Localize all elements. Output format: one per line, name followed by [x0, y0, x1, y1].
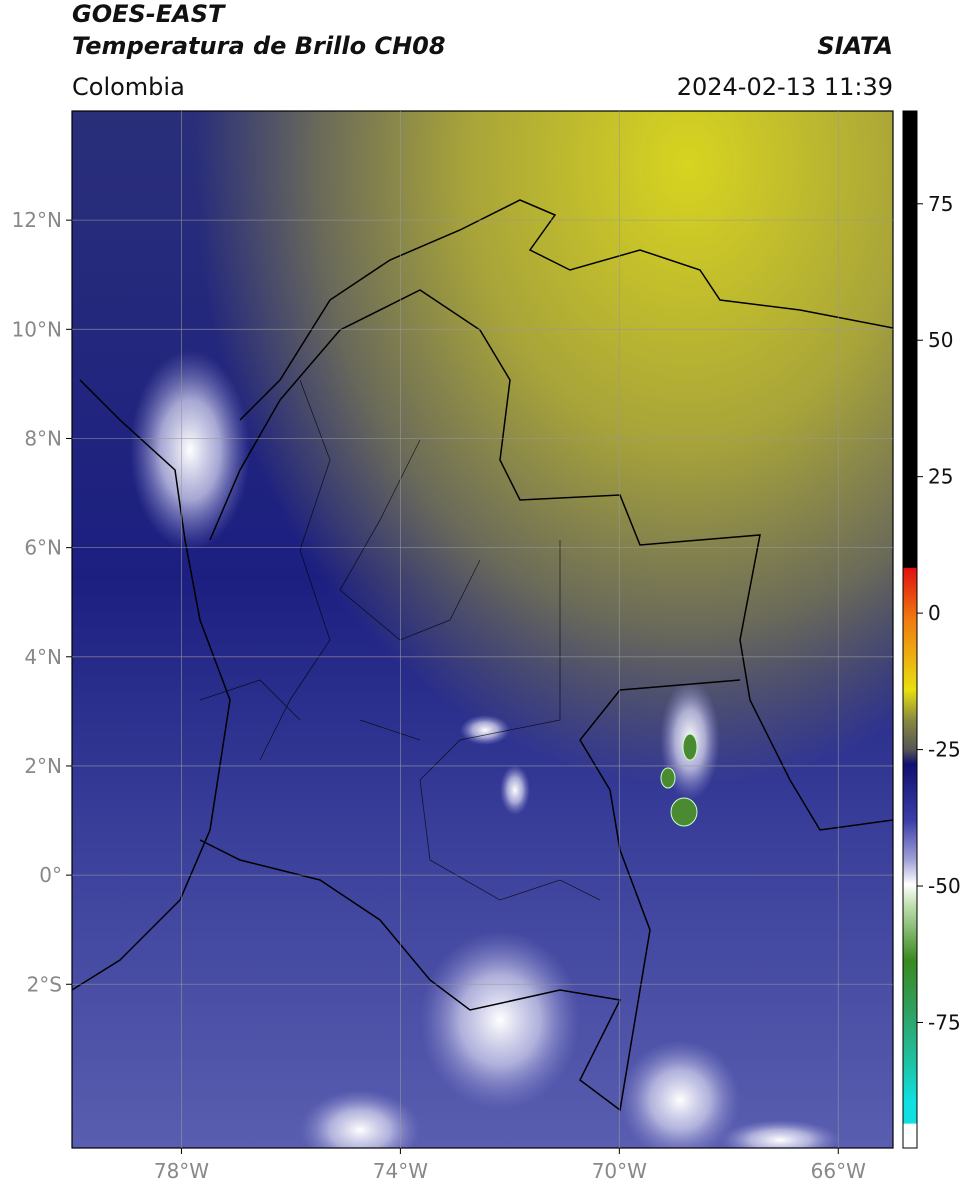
colorbar-tick-label: 25 — [928, 465, 953, 489]
subtitle: Temperatura de Brillo CH08 — [72, 32, 446, 60]
y-tick-label: 2°S — [27, 972, 62, 996]
y-tick-label: 12°N — [12, 208, 62, 232]
x-tick-label: 78°W — [154, 1159, 209, 1183]
source: SIATA — [817, 32, 893, 60]
x-tick-label: 74°W — [373, 1159, 428, 1183]
y-tick-label: 8°N — [24, 426, 62, 450]
y-tick-label: 2°N — [24, 754, 62, 778]
y-tick-label: 0° — [39, 863, 62, 887]
title: GOES-EAST — [72, 0, 226, 28]
colorbar-tick-label: -75 — [928, 1010, 961, 1034]
region: Colombia — [72, 73, 185, 101]
map-frame — [71, 110, 894, 1149]
x-tick-label: 66°W — [811, 1159, 866, 1183]
y-tick-label: 4°N — [24, 645, 62, 669]
colorbar — [902, 110, 918, 1149]
y-tick-label: 10°N — [12, 317, 62, 341]
colorbar-tick-label: -50 — [928, 874, 961, 898]
colorbar-tick-label: 0 — [928, 601, 941, 625]
colorbar-tick-label: -25 — [928, 738, 961, 762]
colorbar-tick-label: 50 — [928, 328, 953, 352]
timestamp: 2024-02-13 11:39 — [677, 73, 893, 101]
satellite-image — [72, 111, 893, 1148]
x-tick-label: 70°W — [592, 1159, 647, 1183]
colorbar-tick-label: 75 — [928, 192, 953, 216]
y-tick-label: 6°N — [24, 536, 62, 560]
